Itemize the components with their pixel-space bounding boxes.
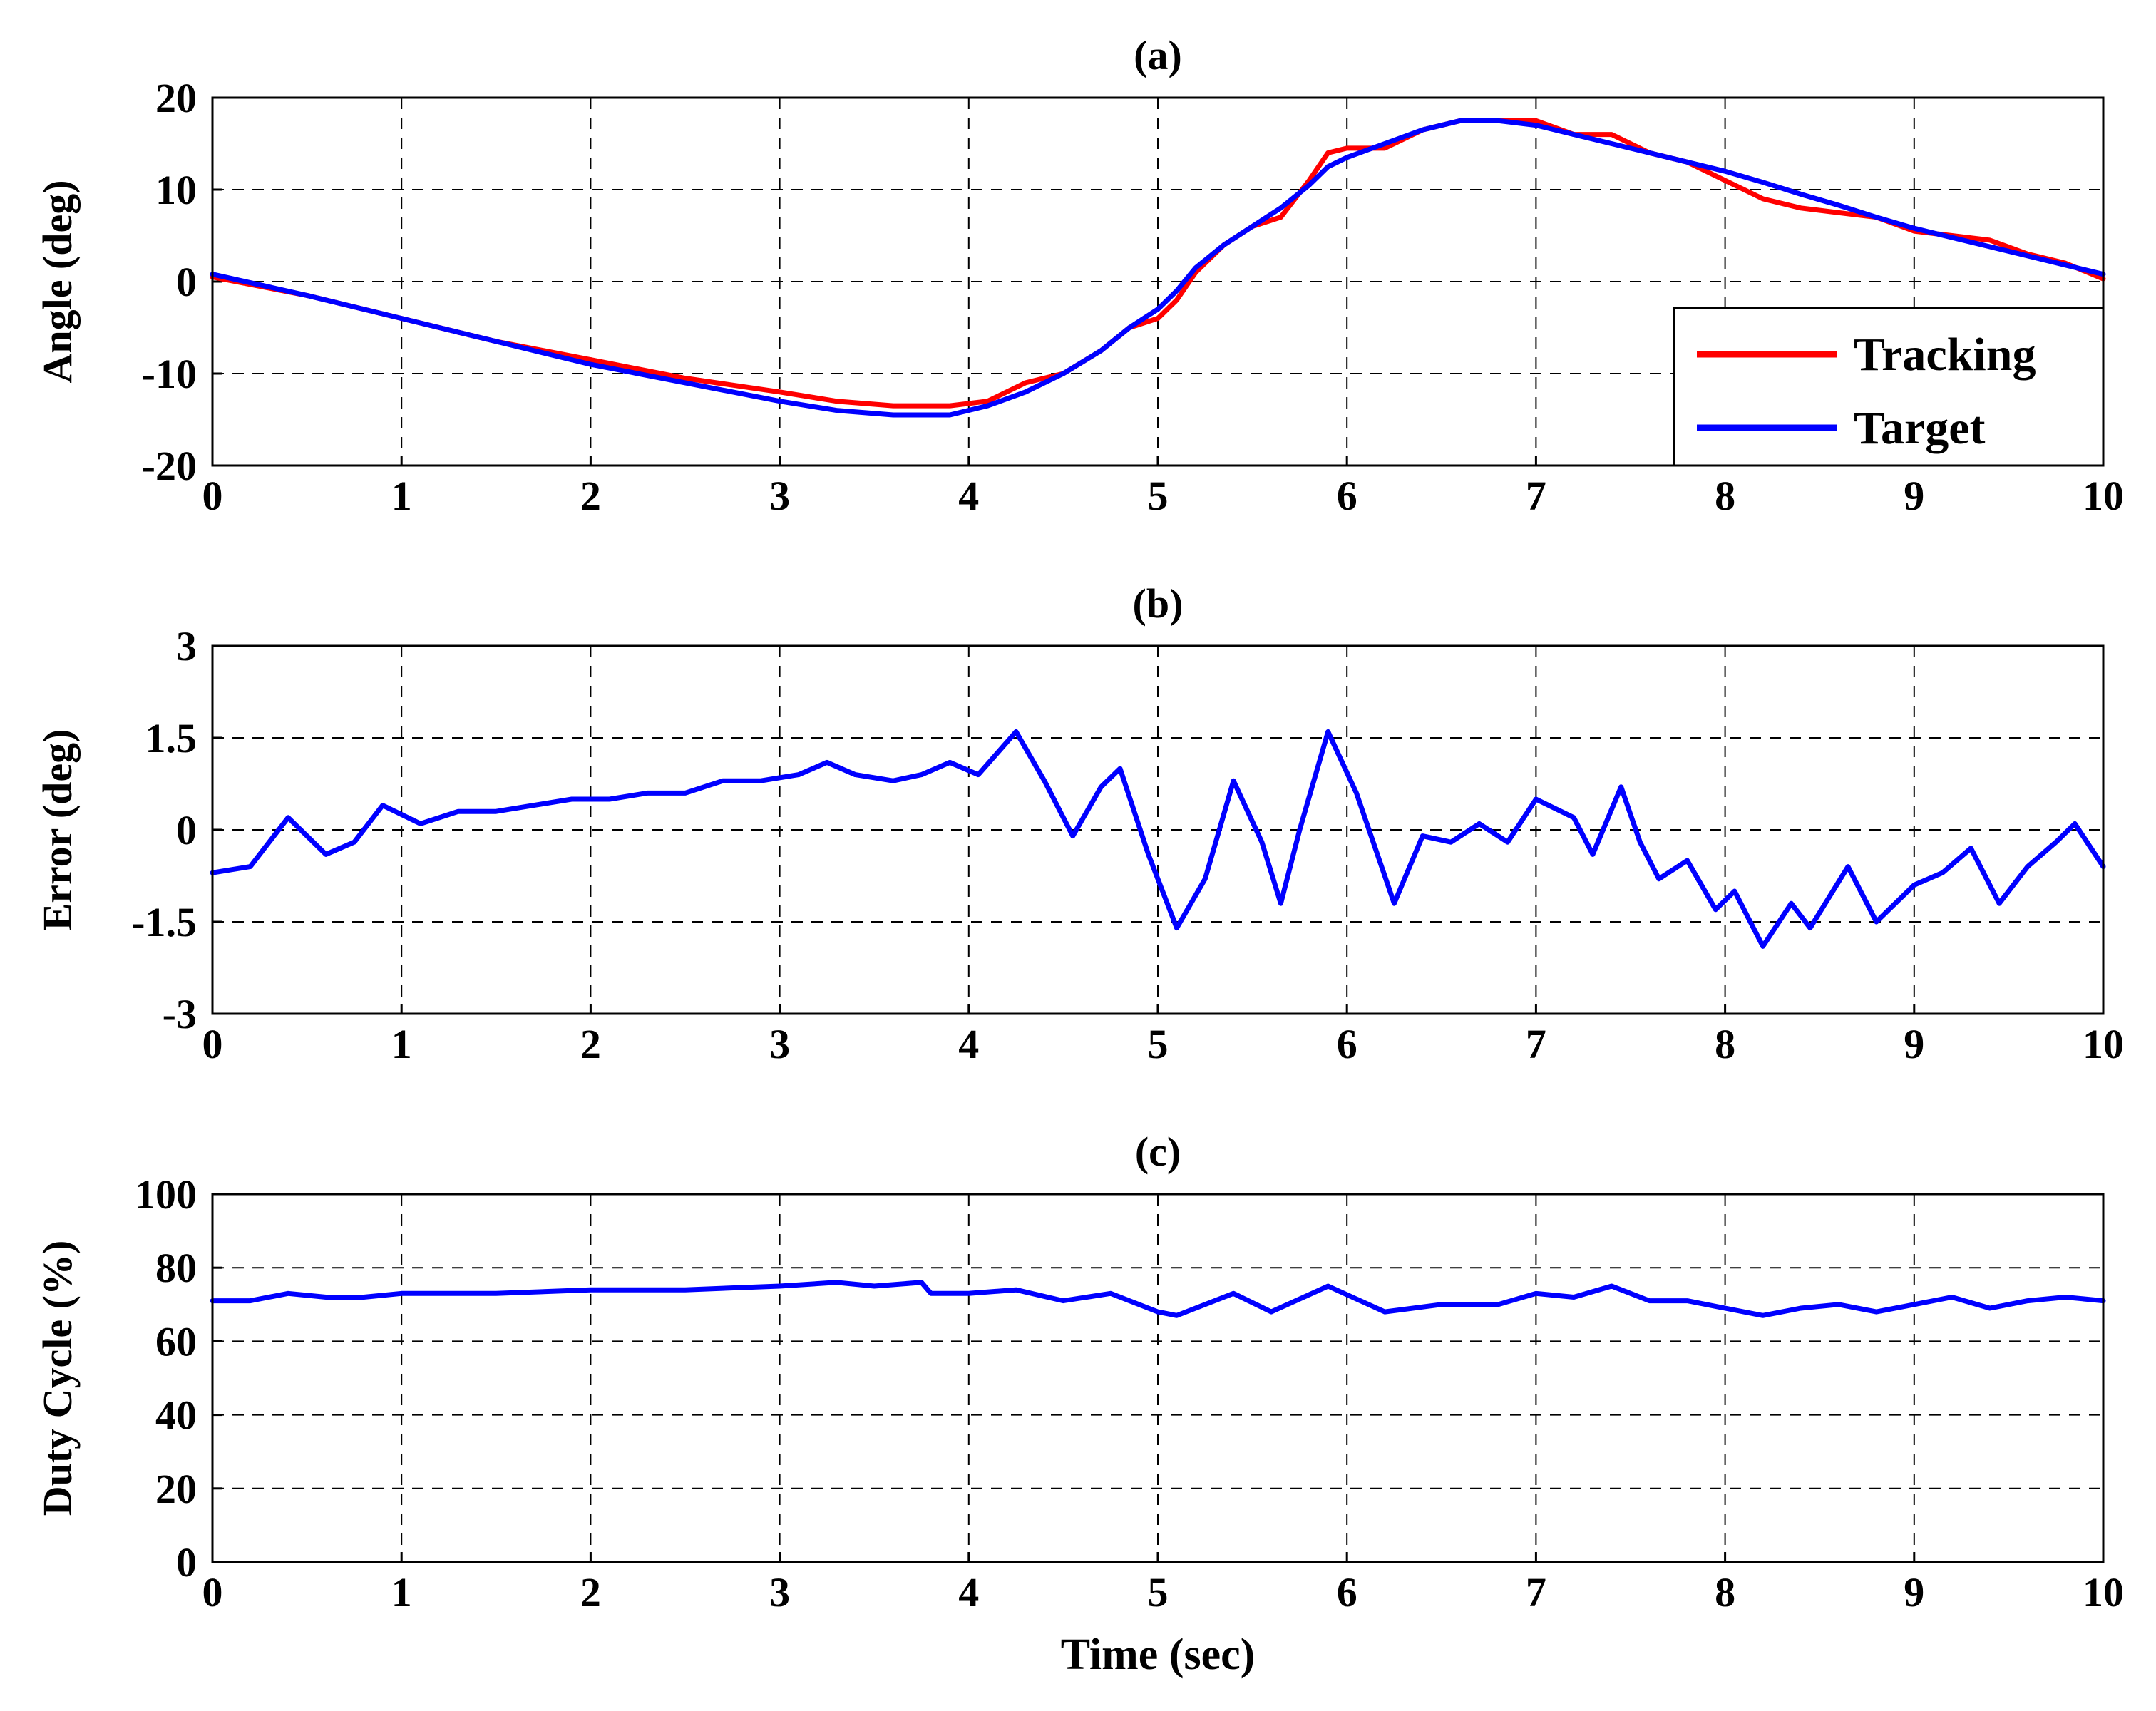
panel-b-axes-frame — [211, 644, 2105, 1015]
series-tracking — [210, 118, 2106, 409]
y-tick-label: 10 — [155, 167, 197, 213]
y-tick-label: 20 — [155, 75, 197, 121]
y-tick-label: -3 — [163, 991, 197, 1037]
panel-b: (b) 0 1 2 3 4 5 6 7 8 9 10 3 1.5 0 -1.5 -3 Error (deg) — [34, 580, 2124, 1067]
x-tick-label: 10 — [2083, 473, 2124, 519]
x-tick-label: 6 — [1337, 473, 1357, 519]
series-duty-cycle — [210, 1280, 2106, 1318]
panel-c-axes-frame — [211, 1193, 2105, 1563]
y-tick-label: 60 — [155, 1318, 197, 1365]
y-axis-label: Angle (deg) — [34, 180, 81, 383]
x-tick-label: 9 — [1904, 1569, 1924, 1615]
x-tick-label: 7 — [1526, 1021, 1546, 1067]
x-tick-label: 0 — [202, 1021, 223, 1067]
x-tick-label: 0 — [202, 473, 223, 519]
series-target — [210, 118, 2106, 418]
x-tick-label: 0 — [202, 1569, 223, 1615]
x-tick-label: 1 — [391, 1569, 412, 1615]
x-tick-label: 10 — [2083, 1569, 2124, 1615]
y-tick-label: 0 — [176, 1539, 197, 1586]
x-tick-label: 7 — [1526, 473, 1546, 519]
y-axis-label: Error (deg) — [34, 729, 81, 931]
x-tick-label: 8 — [1715, 1569, 1735, 1615]
y-axis-label: Duty Cycle (%) — [34, 1240, 81, 1516]
panel-c: (c) 0 1 2 3 4 5 6 7 8 9 10 100 80 60 40 20 0 Duty Cycle (%… — [34, 1129, 2124, 1679]
panel-a: (a) 0 1 2 3 4 5 6 7 8 9 10 20 10 0 -10 -20 Angle (deg) Tra… — [34, 32, 2124, 519]
x-tick-label: 4 — [958, 1569, 979, 1615]
y-tick-label: 3 — [176, 623, 197, 669]
y-tick-label: 0 — [176, 807, 197, 853]
x-tick-label: 5 — [1148, 1021, 1169, 1067]
x-tick-label: 5 — [1148, 473, 1169, 519]
panel-b-title: (b) — [1133, 580, 1184, 627]
x-tick-label: 3 — [769, 473, 790, 519]
x-tick-label: 2 — [580, 1569, 601, 1615]
y-tick-label: 1.5 — [145, 715, 197, 761]
y-tick-label: 40 — [155, 1392, 197, 1439]
x-tick-label: 1 — [391, 473, 412, 519]
y-tick-label: -10 — [142, 351, 197, 397]
x-axis-label: Time (sec) — [1061, 1630, 1256, 1679]
x-tick-label: 1 — [391, 1021, 412, 1067]
x-tick-label: 3 — [769, 1021, 790, 1067]
x-tick-label: 5 — [1148, 1569, 1169, 1615]
x-tick-label: 3 — [769, 1569, 790, 1615]
x-tick-label: 4 — [958, 1021, 979, 1067]
x-tick-label: 2 — [580, 1021, 601, 1067]
x-tick-label: 6 — [1337, 1021, 1357, 1067]
y-tick-label: 0 — [176, 259, 197, 305]
panel-a-axes-frame — [211, 96, 2105, 467]
legend-label-target: Target — [1854, 402, 1986, 454]
x-tick-label: 6 — [1337, 1569, 1357, 1615]
x-tick-label: 9 — [1904, 473, 1924, 519]
legend: Tracking Target — [1673, 307, 2105, 467]
panel-c-title: (c) — [1135, 1129, 1181, 1175]
y-tick-label: -20 — [142, 443, 197, 489]
legend-box — [1673, 307, 2105, 467]
x-tick-label: 4 — [958, 473, 979, 519]
x-tick-label: 10 — [2083, 1021, 2124, 1067]
series-error — [210, 729, 2106, 949]
y-tick-label: -1.5 — [131, 899, 197, 945]
x-tick-label: 7 — [1526, 1569, 1546, 1615]
panel-a-title: (a) — [1134, 32, 1182, 78]
x-tick-label: 8 — [1715, 1021, 1735, 1067]
x-tick-label: 9 — [1904, 1021, 1924, 1067]
x-tick-label: 8 — [1715, 473, 1735, 519]
y-tick-label: 20 — [155, 1466, 197, 1512]
y-tick-label: 80 — [155, 1245, 197, 1291]
legend-label-tracking: Tracking — [1854, 329, 2036, 381]
y-tick-label: 100 — [135, 1171, 197, 1218]
x-tick-label: 2 — [580, 473, 601, 519]
